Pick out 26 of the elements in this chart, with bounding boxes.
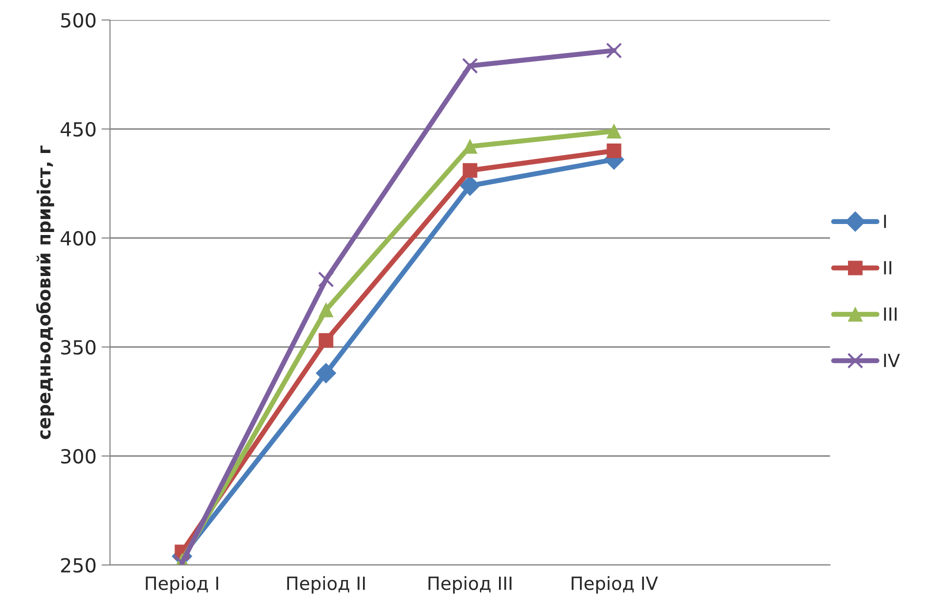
- legend-label: II: [884, 261, 892, 274]
- point: [460, 176, 480, 196]
- point: [462, 139, 478, 154]
- x-tick-label: Період I: [146, 576, 218, 594]
- point: [318, 302, 334, 318]
- y-tick-label: 250: [61, 558, 96, 573]
- y-tick-label: 300: [61, 448, 96, 464]
- y-tick-label: 400: [60, 230, 96, 246]
- y-tick-label: 500: [61, 12, 96, 28]
- legend-label: I: [884, 214, 886, 228]
- x-tick-label: Період IV: [572, 576, 658, 594]
- x-tick-label: Період III: [428, 576, 512, 594]
- x-tick-label: Період II: [287, 576, 365, 594]
- y-tick-label: 450: [60, 122, 96, 137]
- point: [606, 124, 622, 138]
- y-axis-title: середньодобовий приріст, г: [36, 145, 54, 440]
- point: [462, 58, 478, 74]
- point: [462, 163, 478, 178]
- point: [606, 144, 622, 158]
- point: [606, 42, 622, 59]
- y-tick-label: 350: [61, 340, 96, 355]
- point: [318, 333, 334, 348]
- legend-label: IV: [884, 354, 900, 368]
- legend-label: III: [884, 308, 897, 321]
- point: [318, 271, 334, 288]
- point: [316, 362, 336, 384]
